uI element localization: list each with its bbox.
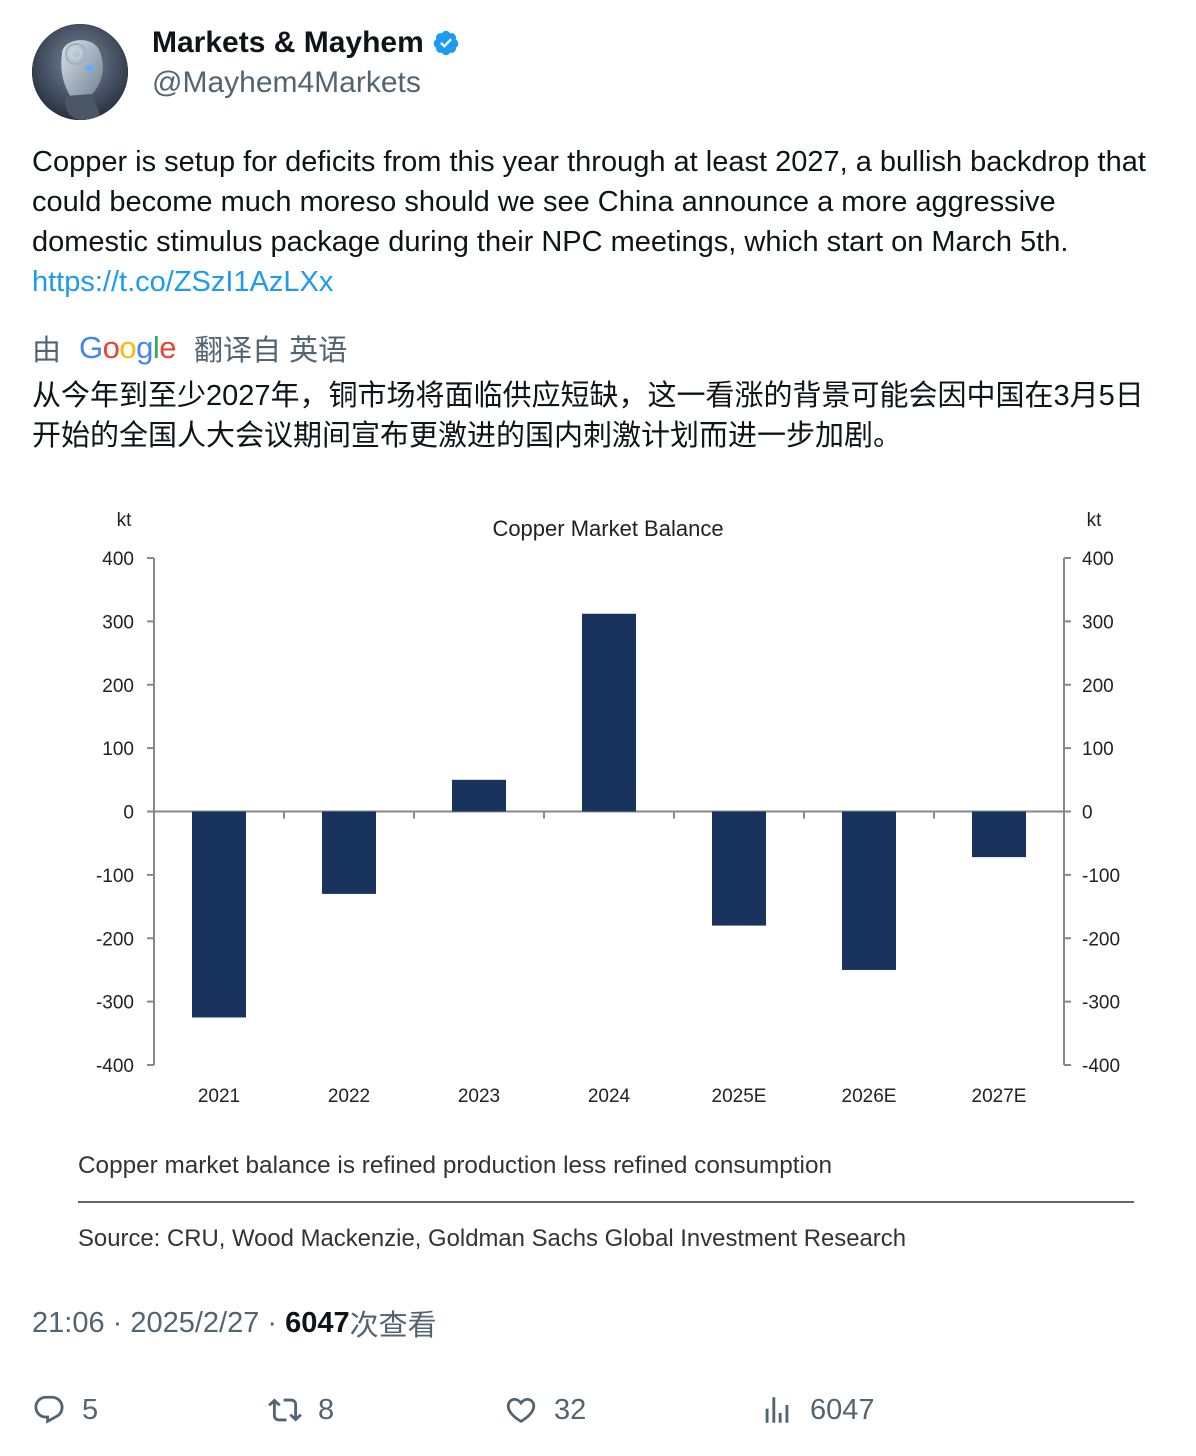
y-axis-left-unit: kt <box>117 510 133 531</box>
verified-badge-icon <box>433 30 459 56</box>
y-tick-label-left: 300 <box>102 612 134 633</box>
y-tick-label-right: 200 <box>1082 676 1114 697</box>
translation-by-label: 由 <box>32 335 62 367</box>
views-count: 6047 <box>285 1306 350 1339</box>
heart-icon <box>506 1397 536 1423</box>
y-tick-label-left: -400 <box>96 1056 134 1077</box>
x-tick-label: 2022 <box>328 1086 370 1107</box>
reply-count: 5 <box>82 1393 99 1426</box>
author-display-name[interactable]: Markets & Mayhem <box>152 26 424 59</box>
y-tick-label-left: 100 <box>102 739 134 760</box>
bar-2027E <box>972 811 1026 858</box>
translation-from-label[interactable]: 翻译自 英语 <box>194 335 348 367</box>
bar-2022 <box>322 811 376 894</box>
y-tick-label-right: 400 <box>1082 549 1114 570</box>
translation-attribution: 由 Google 翻译自 英语 <box>32 326 1162 370</box>
y-tick-label-left: 0 <box>123 803 134 824</box>
reply-icon <box>34 1395 64 1424</box>
y-tick-label-left: -100 <box>96 866 134 887</box>
y-tick-label-right: -300 <box>1082 993 1120 1014</box>
chart-image[interactable]: Copper Market Balance kt kt 400 400 300 300… <box>32 480 1164 1280</box>
y-tick-label-right: -200 <box>1082 929 1120 950</box>
meta-separator-2: · <box>259 1306 286 1339</box>
y-tick-label-right: 100 <box>1082 739 1114 760</box>
y-tick-label-left: -300 <box>96 993 134 1014</box>
robot-avatar-image <box>32 24 128 120</box>
tweet-text: Copper is setup for deficits from this y… <box>32 142 1162 302</box>
y-tick-label-left: 200 <box>102 676 134 697</box>
views-bar-chart-icon <box>765 1397 789 1423</box>
avatar[interactable] <box>32 24 128 120</box>
like-count: 32 <box>554 1393 587 1426</box>
chart-source: Source: CRU, Wood Mackenzie, Goldman Sac… <box>78 1225 906 1252</box>
bar-2024 <box>582 613 636 812</box>
y-axis-right-unit: kt <box>1087 510 1103 531</box>
tweet-date[interactable]: 2025/2/27 <box>130 1306 260 1339</box>
x-tick-label: 2025E <box>712 1086 767 1107</box>
y-tick-label-left: -200 <box>96 929 134 950</box>
bar-2025E <box>712 811 766 926</box>
bar-2023 <box>452 779 506 812</box>
chart-note: Copper market balance is refined product… <box>78 1152 832 1179</box>
meta-separator-1: · <box>104 1306 131 1339</box>
chart-title: Copper Market Balance <box>492 516 723 541</box>
reply-button[interactable]: 5 <box>32 1386 98 1434</box>
views-button[interactable]: 6047 <box>760 1386 875 1434</box>
google-logo-icon: Google <box>79 330 177 365</box>
tweet-actions: 5 8 32 6047 <box>32 1386 1162 1434</box>
bar-2026E <box>842 811 896 970</box>
y-tick-label-right: -100 <box>1082 866 1120 887</box>
x-tick-label: 2027E <box>972 1086 1027 1107</box>
views-action-count: 6047 <box>810 1393 875 1426</box>
translated-text: 从今年到至少2027年，铜市场将面临供应短缺，这一看涨的背景可能会因中国在3月5… <box>32 380 1144 452</box>
tweet-body: Copper is setup for deficits from this y… <box>32 146 1146 258</box>
y-tick-label-right: 300 <box>1082 612 1114 633</box>
retweet-count: 8 <box>318 1393 335 1426</box>
tweet-time[interactable]: 21:06 <box>32 1306 105 1339</box>
y-tick-label-left: 400 <box>102 549 134 570</box>
y-tick-label-right: 0 <box>1082 803 1093 824</box>
retweet-button[interactable]: 8 <box>268 1386 334 1434</box>
like-button[interactable]: 32 <box>504 1386 586 1434</box>
copper-balance-chart: Copper Market Balance kt kt 400 400 300 300… <box>78 510 1134 1252</box>
x-tick-label: 2026E <box>842 1086 897 1107</box>
author-name[interactable]: Markets & Mayhem <box>152 26 460 60</box>
x-tick-label: 2023 <box>458 1086 500 1107</box>
bar-2021 <box>192 811 246 1018</box>
tweet-link[interactable]: https://t.co/ZSzI1AzLXx <box>32 266 334 298</box>
tweet-header: Markets & Mayhem @Mayhem4Markets <box>32 24 1162 120</box>
retweet-icon <box>268 1398 302 1422</box>
x-tick-label: 2024 <box>588 1086 631 1107</box>
x-tick-label: 2021 <box>198 1086 240 1107</box>
author-handle[interactable]: @Mayhem4Markets <box>152 66 421 99</box>
views-label: 次查看 <box>349 1310 437 1342</box>
tweet-meta: 21:06 · 2025/2/27 · 6047 次查看 <box>32 1304 437 1343</box>
y-tick-label-right: -400 <box>1082 1056 1120 1077</box>
